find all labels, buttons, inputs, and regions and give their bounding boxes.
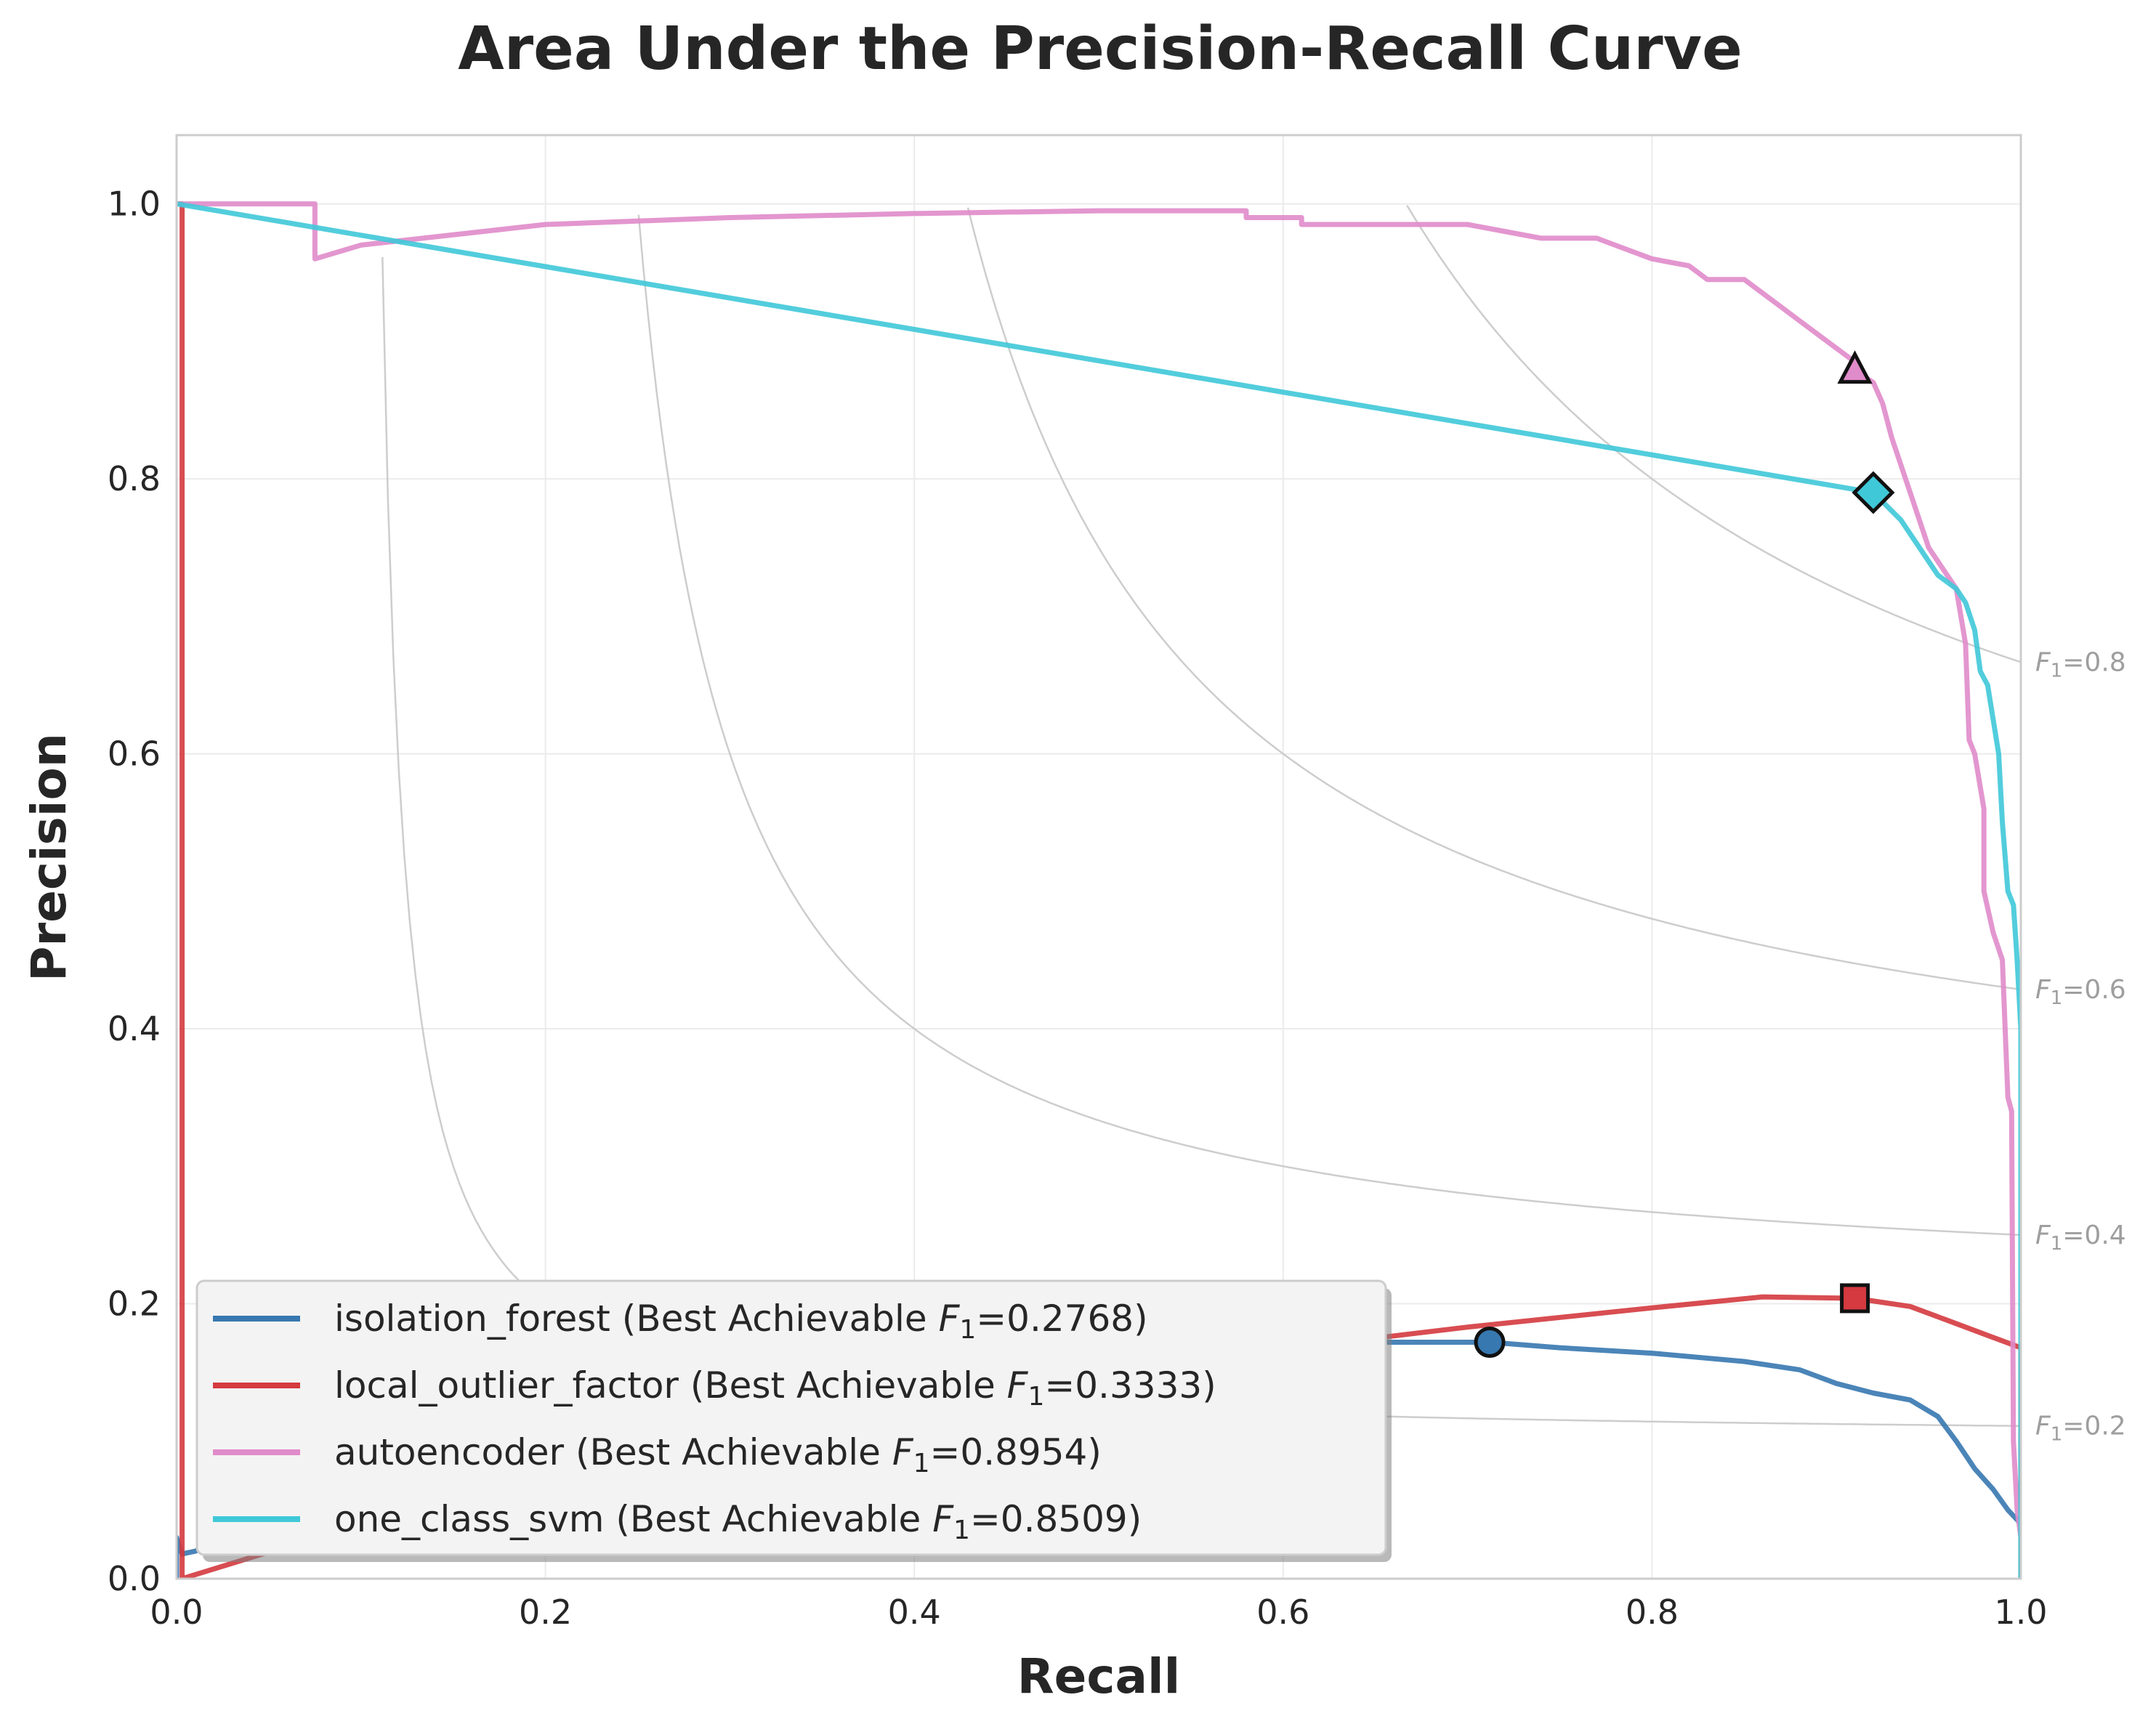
x-axis-label: Recall [1017,1648,1181,1704]
x-tick-label: 0.4 [888,1593,941,1632]
legend: isolation_forest (Best Achievable F1=0.2… [195,1279,1392,1562]
iso-f1-label: F1=0.8 [2035,647,2126,681]
iso-f1-curve [637,214,2021,1237]
iso-f1-label: F1=0.4 [2035,1221,2126,1255]
plot-frame [175,134,2022,1580]
series-line-autoencoder [177,201,2021,1538]
y-axis-ticks: 0.0 0.2 0.4 0.6 0.8 1.0 [108,185,161,1598]
series-line-one-class-svm [177,201,2021,1579]
best-point-one-class-svm [1852,471,1895,514]
legend-items: isolation_forest (Best Achievable F1=0.2… [213,1298,1216,1545]
x-tick-label: 0.0 [150,1593,203,1632]
best-f1-markers [1474,350,1895,1359]
best-point-local-outlier-factor [1840,1283,1870,1314]
legend-entry-local-outlier-factor: local_outlier_factor (Best Achievable F1… [334,1364,1216,1412]
x-tick-label: 0.2 [519,1593,572,1632]
y-tick-label: 0.0 [108,1559,161,1598]
y-tick-label: 0.4 [108,1009,161,1048]
best-point-autoencoder [1837,350,1873,384]
best-point-isolation-forest [1474,1327,1506,1359]
y-tick-label: 0.8 [108,459,161,498]
iso-f1-labels: F1=0.2 F1=0.4 F1=0.6 F1=0.8 [2035,647,2126,1445]
y-tick-label: 0.6 [108,734,161,774]
legend-entry-isolation-forest: isolation_forest (Best Achievable F1=0.2… [334,1298,1148,1345]
legend-entry-autoencoder: autoencoder (Best Achievable F1=0.8954) [334,1431,1102,1478]
y-tick-label: 0.2 [108,1284,161,1324]
iso-f1-label: F1=0.6 [2035,975,2126,1009]
x-tick-label: 0.6 [1256,1593,1309,1632]
iso-f1-label: F1=0.2 [2035,1412,2126,1446]
iso-f1-curve [1406,205,2021,663]
iso-f1-curve [966,207,2021,991]
x-tick-label: 0.8 [1626,1593,1679,1632]
y-axis-label: Precision [21,733,77,982]
y-tick-label: 1.0 [108,185,161,224]
legend-box [195,1279,1387,1556]
x-axis-ticks: 0.0 0.2 0.4 0.6 0.8 1.0 [150,1593,2047,1632]
legend-entry-one-class-svm: one_class_svm (Best Achievable F1=0.8509… [334,1498,1142,1545]
x-tick-label: 1.0 [1994,1593,2047,1632]
chart-title: Area Under the Precision-Recall Curve [458,15,1742,84]
